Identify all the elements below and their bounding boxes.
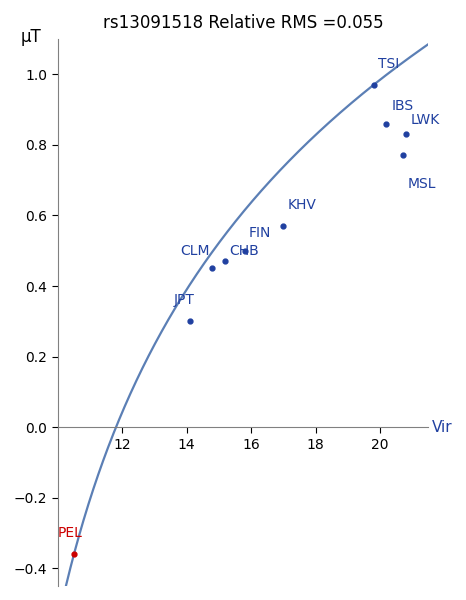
Text: CHB: CHB bbox=[229, 244, 259, 258]
Text: CLM: CLM bbox=[180, 244, 210, 258]
Text: PEL: PEL bbox=[58, 526, 82, 540]
Text: JPT: JPT bbox=[174, 293, 195, 307]
Text: μT: μT bbox=[21, 28, 41, 46]
Text: TSI: TSI bbox=[378, 57, 400, 71]
Text: IBS: IBS bbox=[391, 99, 413, 113]
Text: KHV: KHV bbox=[287, 198, 316, 212]
Text: LWK: LWK bbox=[411, 113, 440, 127]
Text: FIN: FIN bbox=[248, 226, 271, 240]
Text: MSL: MSL bbox=[407, 176, 436, 191]
Text: Vir: Vir bbox=[432, 420, 452, 435]
Title: rs13091518 Relative RMS =0.055: rs13091518 Relative RMS =0.055 bbox=[103, 14, 384, 32]
